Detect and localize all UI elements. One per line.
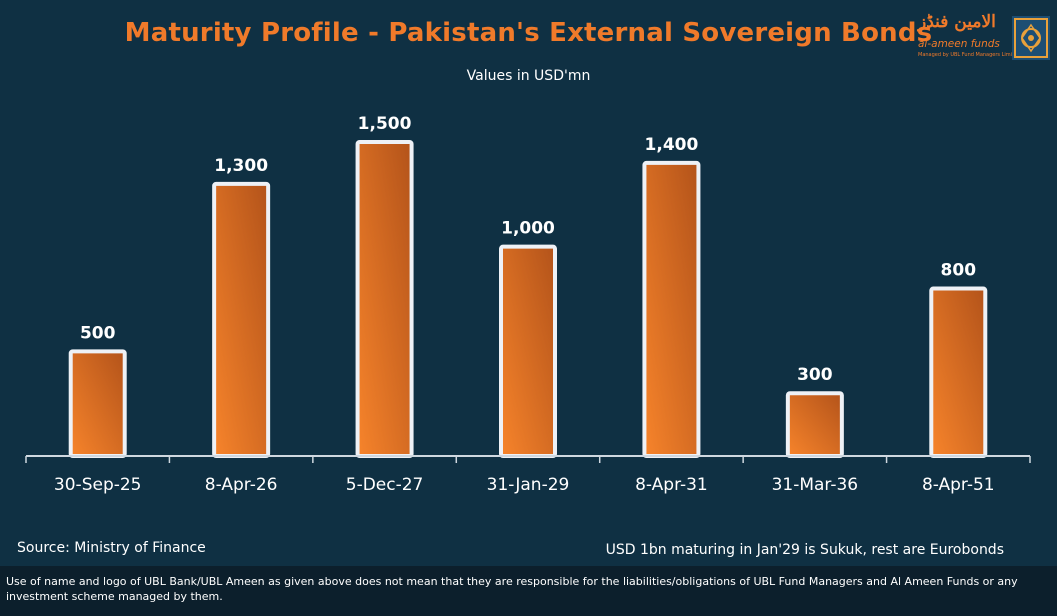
value-label: 800 (941, 261, 977, 281)
chart-title: Maturity Profile - Pakistan's External S… (124, 18, 933, 48)
value-label: 300 (797, 365, 833, 385)
x-tick-label: 30-Sep-25 (54, 475, 142, 495)
bar-8-Apr-26 (212, 181, 271, 458)
value-label: 1,500 (358, 114, 412, 134)
x-tick-label: 31-Mar-36 (772, 475, 859, 495)
value-label: 1,300 (214, 156, 268, 176)
bar-30-Sep-25 (68, 349, 127, 459)
sukuk-note: USD 1bn maturing in Jan'29 is Sukuk, res… (605, 542, 1004, 558)
value-label: 1,400 (645, 135, 699, 155)
bar-8-Apr-51 (929, 286, 988, 458)
x-tick-label: 8-Apr-51 (922, 475, 995, 495)
logo-tagline: Managed by UBL Fund Managers Limited (918, 52, 1021, 58)
logo-urdu-text: الامین فنڈز (918, 12, 996, 32)
source-text: Source: Ministry of Finance (17, 540, 206, 556)
bar-31-Jan-29 (499, 244, 557, 458)
disclaimer-bar: Use of name and logo of UBL Bank/UBL Ame… (0, 566, 1057, 616)
chart-subtitle: Values in USD'mn (466, 68, 591, 84)
logo-english-text: al-ameen funds (918, 38, 1000, 50)
value-label: 1,000 (501, 219, 555, 239)
bar-5-Dec-27 (355, 140, 414, 458)
x-tick-label: 31-Jan-29 (487, 475, 570, 495)
x-tick-label: 5-Dec-27 (346, 475, 424, 495)
logo-pattern-icon (1012, 16, 1050, 60)
x-tick-label: 8-Apr-31 (635, 475, 708, 495)
disclaimer-text: Use of name and logo of UBL Bank/UBL Ame… (6, 575, 1018, 603)
al-ameen-logo: الامین فنڈز al-ameen funds Managed by UB… (916, 12, 1052, 64)
bar-8-Apr-31 (642, 160, 701, 459)
value-label: 500 (80, 323, 116, 343)
x-tick-label: 8-Apr-26 (205, 475, 278, 495)
bar-31-Mar-36 (785, 391, 844, 459)
